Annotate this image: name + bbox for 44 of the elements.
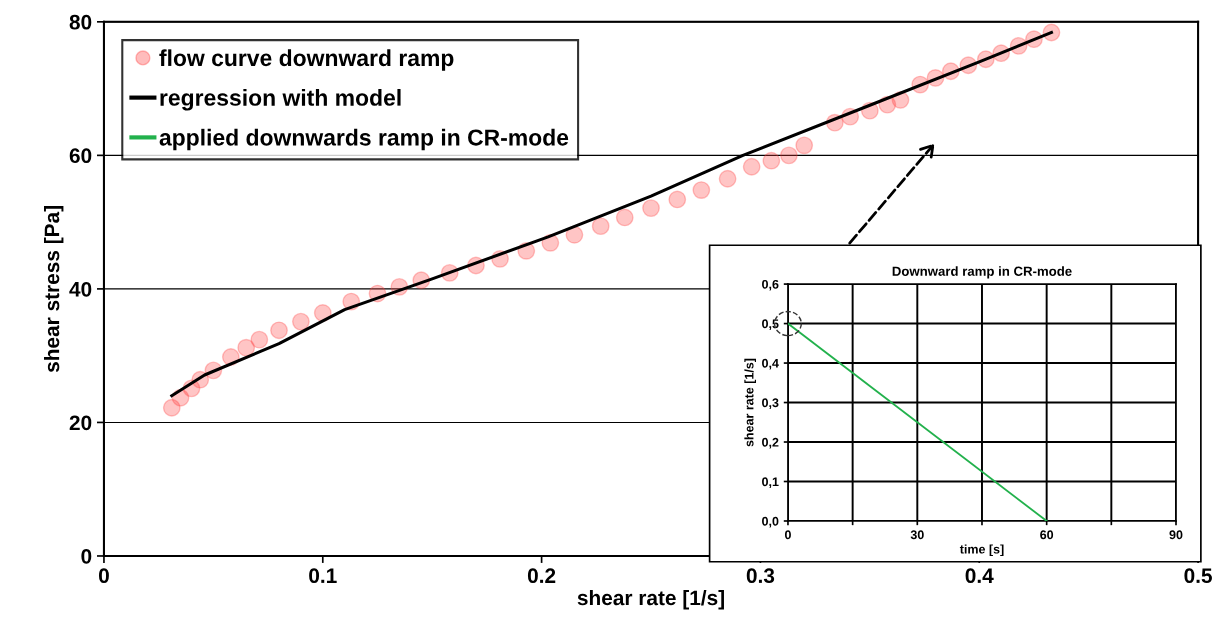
point — [250, 330, 269, 349]
y-tick-label: 0,4 — [762, 358, 779, 370]
x-tick-label: 30 — [910, 530, 924, 540]
y-tick-label: 0,0 — [762, 516, 779, 528]
x-tick-label: 0 — [98, 568, 109, 584]
x-axis-title: time [s] — [959, 544, 1004, 557]
point — [291, 312, 310, 331]
chart-title: Downward ramp in CR-mode — [892, 266, 1072, 279]
y-tick-label: 0 — [81, 548, 92, 564]
y-tick-label: 80 — [69, 14, 92, 30]
x-axis-title: shear rate [1/s] — [577, 589, 724, 610]
y-axis-title: shear rate [1/s] — [744, 358, 757, 447]
point — [718, 169, 737, 188]
point — [795, 136, 814, 155]
x-tick-label: 0.2 — [527, 568, 556, 584]
y-tick-label: 20 — [69, 415, 92, 431]
y-tick-label: 0,3 — [762, 398, 779, 409]
point — [779, 146, 798, 165]
legend-label: applied downwards ramp in CR-mode — [159, 128, 569, 151]
point — [668, 190, 687, 209]
point — [762, 151, 781, 170]
x-tick-label: 0.3 — [746, 568, 775, 584]
x-tick-label: 0.1 — [309, 568, 337, 584]
legend-label: flow curve downward ramp — [159, 49, 454, 71]
point — [692, 181, 711, 199]
point — [642, 199, 660, 218]
x-tick-label: 0.5 — [1184, 568, 1212, 584]
point — [742, 157, 761, 176]
y-tick-label: 40 — [69, 281, 92, 297]
x-tick-label: 90 — [1169, 530, 1183, 540]
point — [591, 217, 610, 236]
y-tick-label: 60 — [69, 148, 92, 164]
x-tick-label: 0.4 — [965, 568, 994, 584]
y-tick-label: 0,5 — [762, 319, 779, 331]
y-tick-label: 0,2 — [762, 437, 779, 449]
y-tick-label: 0,1 — [762, 477, 779, 488]
x-tick-label: 60 — [1040, 530, 1054, 540]
legend-label: regression with model — [160, 89, 401, 111]
point — [615, 208, 634, 227]
x-tick-label: 0 — [784, 530, 791, 540]
y-tick-label: 0,6 — [762, 279, 779, 291]
y-axis-title: shear stress [Pa] — [44, 206, 64, 373]
point — [270, 321, 288, 340]
point — [237, 338, 256, 357]
